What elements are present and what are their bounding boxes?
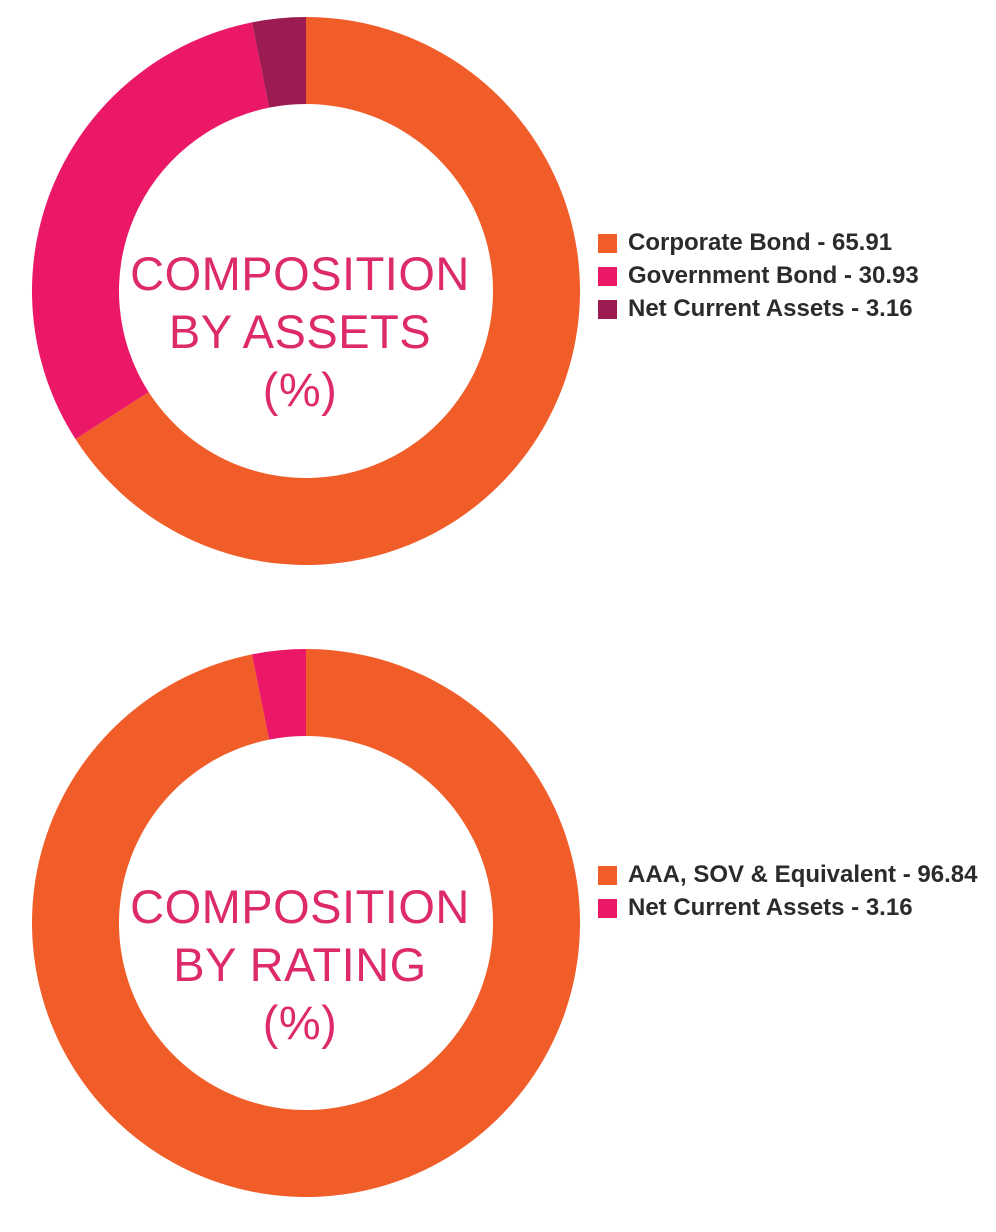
rating-title-line-1: COMPOSITION bbox=[130, 880, 470, 933]
assets-donut-chart bbox=[32, 17, 580, 565]
assets-slice-government-bond bbox=[32, 22, 270, 440]
legend-item-net-current-assets: Net Current Assets - 3.16 bbox=[598, 292, 988, 325]
rating-legend: AAA, SOV & Equivalent - 96.84 Net Curren… bbox=[598, 858, 988, 924]
aaa-sov-swatch bbox=[598, 866, 617, 885]
rating-slice-net-current-assets bbox=[251, 649, 306, 740]
rating-chart-title: COMPOSITION BY RATING (%) bbox=[100, 878, 500, 1052]
legend-item-corporate-bond: Corporate Bond - 65.91 bbox=[598, 226, 988, 259]
legend-label-net-current-assets: Net Current Assets - 3.16 bbox=[628, 295, 913, 322]
assets-title-line-1: COMPOSITION bbox=[130, 247, 470, 300]
rating-slice-aaa-sov-equivalent bbox=[31, 649, 580, 1197]
assets-chart-title: COMPOSITION BY ASSETS (%) bbox=[100, 245, 500, 419]
legend-item-aaa-sov: AAA, SOV & Equivalent - 96.84 bbox=[598, 858, 988, 891]
legend-item-net-current-assets-rating: Net Current Assets - 3.16 bbox=[598, 891, 988, 924]
legend-label-aaa-sov: AAA, SOV & Equivalent - 96.84 bbox=[628, 861, 978, 888]
assets-slice-net-current-assets bbox=[251, 17, 306, 108]
legend-label-net-current-assets-rating: Net Current Assets - 3.16 bbox=[628, 894, 913, 921]
legend-label-government-bond: Government Bond - 30.93 bbox=[628, 262, 919, 289]
rating-donut-chart bbox=[31, 649, 580, 1197]
assets-legend: Corporate Bond - 65.91 Government Bond -… bbox=[598, 226, 988, 325]
government-bond-swatch bbox=[598, 267, 617, 286]
legend-item-government-bond: Government Bond - 30.93 bbox=[598, 259, 988, 292]
rating-title-line-2: BY RATING bbox=[173, 938, 427, 991]
assets-title-line-3: (%) bbox=[262, 363, 338, 416]
net-current-assets-swatch bbox=[598, 300, 617, 319]
corporate-bond-swatch bbox=[598, 234, 617, 253]
assets-slice-corporate-bond bbox=[75, 17, 580, 565]
assets-title-line-2: BY ASSETS bbox=[168, 305, 432, 358]
rating-title-line-3: (%) bbox=[262, 996, 338, 1049]
net-current-assets-rating-swatch bbox=[598, 899, 617, 918]
legend-label-corporate-bond: Corporate Bond - 65.91 bbox=[628, 229, 893, 256]
